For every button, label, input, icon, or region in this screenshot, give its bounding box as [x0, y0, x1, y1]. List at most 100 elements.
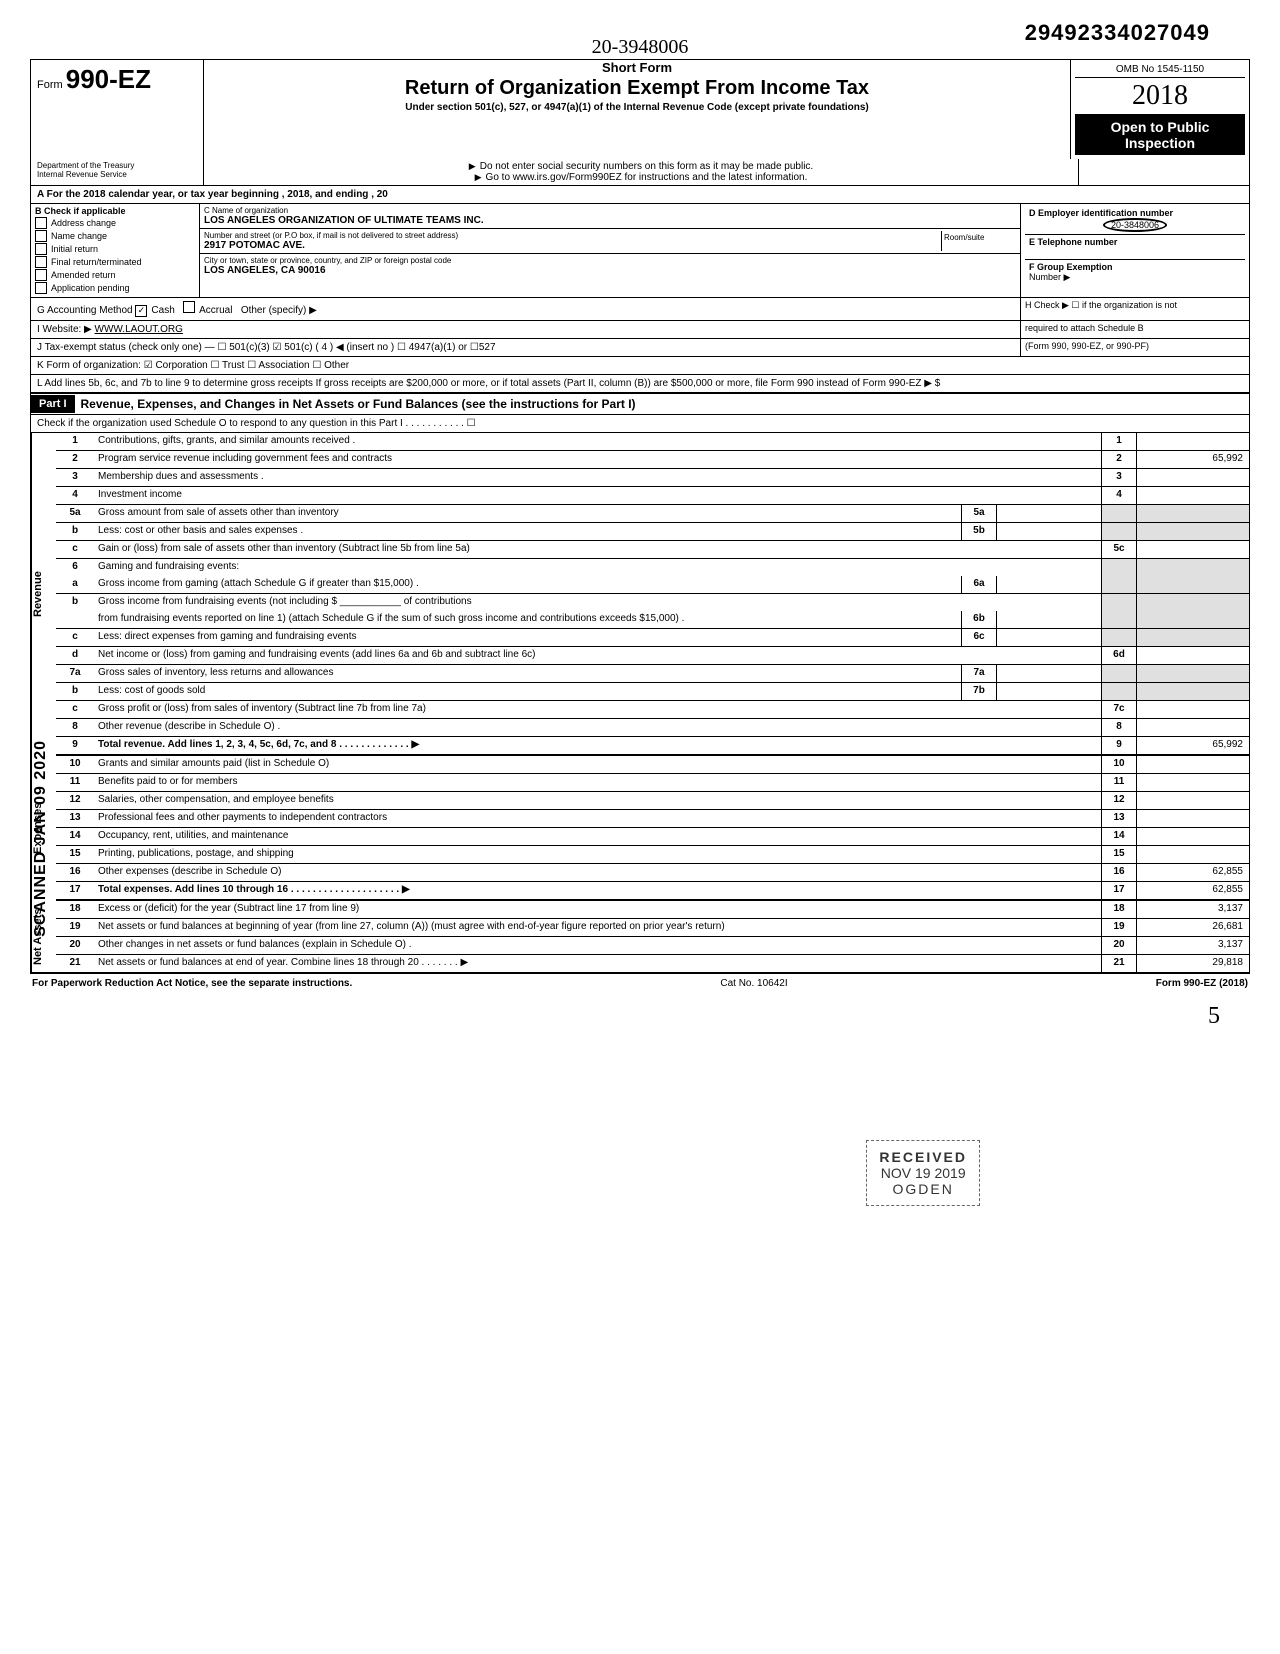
line4-text: Investment income [94, 487, 1101, 504]
form-header: Form 990-EZ Short Form Return of Organiz… [30, 59, 1250, 159]
line18-val: 3,137 [1136, 901, 1249, 918]
d-label: D Employer identification number [1029, 208, 1241, 218]
line1-text: Contributions, gifts, grants, and simila… [94, 433, 1101, 450]
line11-text: Benefits paid to or for members [94, 774, 1101, 791]
header-row-2: Department of the Treasury Internal Reve… [30, 159, 1250, 185]
cb-pending[interactable] [35, 282, 47, 294]
open-to-public: Open to Public Inspection [1075, 115, 1245, 155]
c-addr-label: Number and street (or P.O box, if mail i… [204, 231, 941, 240]
line19-text: Net assets or fund balances at beginning… [94, 919, 1101, 936]
row-i: I Website: ▶ WWW.LAOUT.ORG required to a… [30, 321, 1250, 339]
line13-text: Professional fees and other payments to … [94, 810, 1101, 827]
dept-label: Department of the Treasury [37, 161, 197, 170]
line6-text: Gaming and fundraising events: [94, 559, 1101, 576]
line5b-text: Less: cost or other basis and sales expe… [94, 523, 961, 540]
room-suite-label: Room/suite [941, 231, 1016, 251]
lbl-final-return: Final return/terminated [51, 257, 142, 267]
tax-year: 2018 [1075, 78, 1245, 115]
received-l3: OGDEN [879, 1181, 967, 1197]
cb-final-return[interactable] [35, 256, 47, 268]
cb-amended[interactable] [35, 269, 47, 281]
line6b2-text: of contributions [404, 596, 472, 607]
short-form-label: Short Form [214, 60, 1060, 75]
line9-text: Total revenue. Add lines 1, 2, 3, 4, 5c,… [98, 739, 336, 750]
col-b-checkboxes: B Check if applicable Address change Nam… [31, 204, 200, 297]
line6a-text: Gross income from gaming (attach Schedul… [94, 576, 961, 593]
revenue-section: Revenue 1Contributions, gifts, grants, a… [30, 433, 1250, 756]
col-d-ein: D Employer identification number 20-3848… [1020, 204, 1249, 297]
h-line2-box: required to attach Schedule B [1020, 321, 1249, 338]
inspection-label: Inspection [1077, 135, 1243, 151]
line2-text: Program service revenue including govern… [94, 451, 1101, 468]
org-name: LOS ANGELES ORGANIZATION OF ULTIMATE TEA… [204, 215, 1016, 226]
lbl-initial-return: Initial return [51, 244, 98, 254]
open-label: Open to Public [1077, 119, 1243, 135]
c-city-label: City or town, state or province, country… [204, 256, 1016, 265]
line5a-text: Gross amount from sale of assets other t… [94, 505, 961, 522]
cb-name-change[interactable] [35, 230, 47, 242]
row-a-tax-year: A For the 2018 calendar year, or tax yea… [30, 185, 1250, 204]
part1-badge: Part I [31, 395, 75, 413]
cb-cash[interactable]: ✓ [135, 305, 147, 317]
side-revenue: Revenue [31, 433, 56, 756]
cb-initial-return[interactable] [35, 243, 47, 255]
h-section: H Check ▶ ☐ if the organization is not [1020, 298, 1249, 320]
line9-val: 65,992 [1136, 737, 1249, 754]
line21-text: Net assets or fund balances at end of ye… [98, 957, 419, 968]
col-c-org-info: C Name of organization LOS ANGELES ORGAN… [200, 204, 1020, 297]
line7a-text: Gross sales of inventory, less returns a… [94, 665, 961, 682]
ein-value: 20-3848006 [1103, 218, 1167, 232]
row-k: K Form of organization: ☑ Corporation ☐ … [30, 357, 1250, 375]
line7b-text: Less: cost of goods sold [94, 683, 961, 700]
j-text: J Tax-exempt status (check only one) — ☐… [31, 339, 1020, 356]
f-number: Number ▶ [1029, 272, 1241, 283]
line10-text: Grants and similar amounts paid (list in… [94, 756, 1101, 773]
line20-val: 3,137 [1136, 937, 1249, 954]
form-number: Form 990-EZ [37, 64, 197, 95]
side-netassets: Net Assets [31, 901, 56, 972]
lbl-address-change: Address change [51, 218, 116, 228]
line21-val: 29,818 [1136, 955, 1249, 972]
line2-val: 65,992 [1136, 451, 1249, 468]
footer-right: Form 990-EZ (2018) [1156, 978, 1248, 989]
website-value: WWW.LAOUT.ORG [95, 324, 183, 335]
g-label: G Accounting Method [37, 305, 133, 316]
line7c-text: Gross profit or (loss) from sales of inv… [94, 701, 1101, 718]
footer-mid: Cat No. 10642I [720, 978, 787, 989]
footer-left: For Paperwork Reduction Act Notice, see … [32, 978, 352, 989]
cb-accrual[interactable] [183, 301, 195, 313]
cb-address-change[interactable] [35, 217, 47, 229]
org-city: LOS ANGELES, CA 90016 [204, 265, 1016, 276]
line6b1-text: Gross income from fundraising events (no… [98, 596, 337, 607]
h-line2: required to attach Schedule B [1025, 323, 1245, 333]
h-line3: (Form 990, 990-EZ, or 990-PF) [1025, 341, 1245, 351]
page-number-handwritten: 5 [30, 1003, 1220, 1030]
line5c-text: Gain or (loss) from sale of assets other… [94, 541, 1101, 558]
e-label: E Telephone number [1029, 237, 1241, 247]
line19-val: 26,681 [1136, 919, 1249, 936]
expenses-section: Expenses 10Grants and similar amounts pa… [30, 756, 1250, 901]
form-prefix: Form [37, 79, 63, 91]
line6d-text: Net income or (loss) from gaming and fun… [94, 647, 1101, 664]
lbl-cash: Cash [151, 305, 174, 316]
ssn-warning: Do not enter social security numbers on … [206, 161, 1076, 172]
part1-header-row: Part I Revenue, Expenses, and Changes in… [30, 394, 1250, 415]
page-footer: For Paperwork Reduction Act Notice, see … [30, 974, 1250, 993]
line15-text: Printing, publications, postage, and shi… [94, 846, 1101, 863]
line16-text: Other expenses (describe in Schedule O) [94, 864, 1101, 881]
side-expenses: Expenses [31, 756, 56, 901]
row-l: L Add lines 5b, 6c, and 7b to line 9 to … [30, 375, 1250, 394]
line6b3-text: from fundraising events reported on line… [94, 611, 961, 628]
received-l1: RECEIVED [879, 1149, 967, 1165]
line6c-text: Less: direct expenses from gaming and fu… [94, 629, 961, 646]
line12-text: Salaries, other compensation, and employ… [94, 792, 1101, 809]
line20-text: Other changes in net assets or fund bala… [94, 937, 1101, 954]
line3-text: Membership dues and assessments . [94, 469, 1101, 486]
i-label: I Website: ▶ [37, 324, 92, 335]
lbl-name-change: Name change [51, 231, 107, 241]
h-line3-box: (Form 990, 990-EZ, or 990-PF) [1020, 339, 1249, 356]
row-g-h: G Accounting Method ✓Cash Accrual Other … [30, 298, 1250, 321]
received-l2: NOV 19 2019 [879, 1165, 967, 1181]
netassets-section: Net Assets 18Excess or (deficit) for the… [30, 901, 1250, 974]
line16-val: 62,855 [1136, 864, 1249, 881]
